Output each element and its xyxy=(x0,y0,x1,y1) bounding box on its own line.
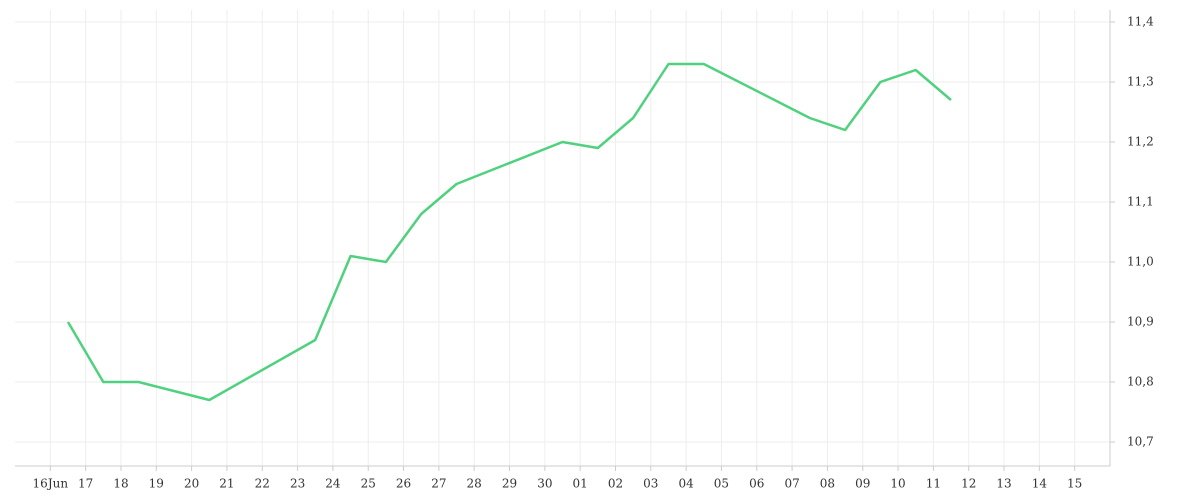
data-line xyxy=(66,62,952,402)
x-tick-label: 17 xyxy=(78,477,93,491)
x-tick-label: 15 xyxy=(1067,477,1082,491)
x-tick-label: 18 xyxy=(113,477,128,491)
x-tick-label: 23 xyxy=(290,477,305,491)
y-tick-label: 11,1 xyxy=(1127,195,1154,209)
x-tick-label: 13 xyxy=(996,477,1011,491)
x-tick-label: 09 xyxy=(855,477,870,491)
x-tick-label: 26 xyxy=(396,477,411,491)
x-tick-label: 02 xyxy=(608,477,623,491)
x-tick-label: 06 xyxy=(749,477,764,491)
x-tick-label: 04 xyxy=(678,477,694,491)
x-tick-label: 19 xyxy=(149,477,164,491)
y-tick-label: 11,2 xyxy=(1127,135,1154,149)
x-tick-label: 21 xyxy=(219,477,234,491)
x-tick-label: 22 xyxy=(255,477,270,491)
x-tick-label: 14 xyxy=(1032,477,1048,491)
x-tick-label: 07 xyxy=(784,477,799,491)
x-tick-label: 11 xyxy=(926,477,941,491)
x-tick-label: 20 xyxy=(184,477,199,491)
x-tick-label: 01 xyxy=(573,477,588,491)
x-tick-label: 30 xyxy=(537,477,552,491)
x-tick-label: 27 xyxy=(431,477,446,491)
y-tick-label: 10,8 xyxy=(1127,375,1154,389)
y-tick-label: 10,7 xyxy=(1127,435,1154,449)
x-tick-label: 29 xyxy=(502,477,517,491)
y-tick-label: 11,3 xyxy=(1127,75,1154,89)
y-tick-label: 11,4 xyxy=(1127,15,1154,29)
x-tick-label: 24 xyxy=(325,477,341,491)
y-tick-label: 11,0 xyxy=(1127,255,1154,269)
y-tick-label: 10,9 xyxy=(1127,315,1154,329)
x-tick-label: 03 xyxy=(643,477,658,491)
x-tick-label: 16Jun xyxy=(33,477,69,491)
x-tick-label: 08 xyxy=(820,477,835,491)
x-tick-label: 25 xyxy=(361,477,376,491)
x-tick-label: 05 xyxy=(714,477,729,491)
x-tick-label: 10 xyxy=(890,477,905,491)
x-tick-label: 12 xyxy=(961,477,976,491)
x-tick-label: 28 xyxy=(467,477,482,491)
